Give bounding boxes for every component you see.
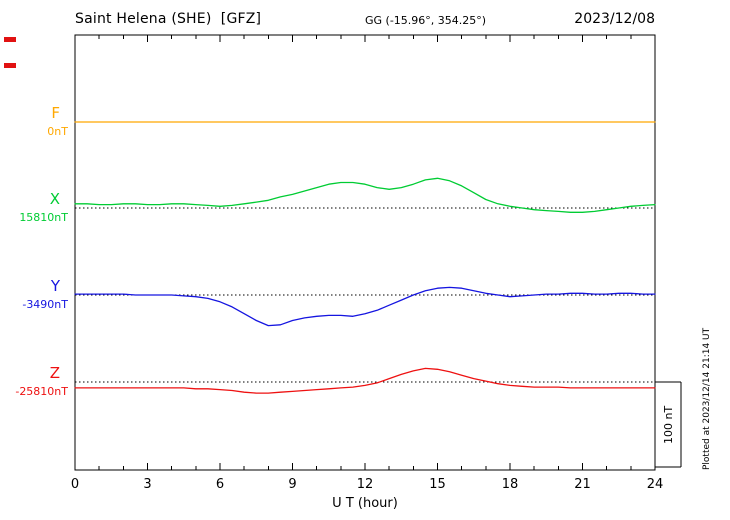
svg-text:12: 12 xyxy=(357,477,374,492)
plot-date: 2023/12/08 xyxy=(574,11,655,27)
svg-text:6: 6 xyxy=(216,477,224,492)
left-edge-marker xyxy=(4,37,16,42)
svg-text:15: 15 xyxy=(429,477,446,492)
svg-text:18: 18 xyxy=(502,477,519,492)
component-baseline-x: 15810nT xyxy=(19,211,68,224)
left-edge-marker xyxy=(4,63,16,68)
component-baseline-y: -3490nT xyxy=(22,298,68,311)
x-axis-label: U T (hour) xyxy=(332,496,398,511)
svg-text:3: 3 xyxy=(143,477,151,492)
component-label-y: Y xyxy=(50,277,60,295)
component-label-x: X xyxy=(49,190,60,208)
svg-text:21: 21 xyxy=(574,477,591,492)
svg-text:24: 24 xyxy=(647,477,664,492)
component-label-f: F xyxy=(51,104,60,122)
component-label-z: Z xyxy=(49,364,60,382)
scale-bar-label: 100 nT xyxy=(662,405,675,445)
geo-coordinates: GG (-15.96°, 354.25°) xyxy=(365,14,487,27)
station-title: Saint Helena (SHE) [GFZ] xyxy=(75,11,262,27)
plotted-timestamp-note: Plotted at 2023/12/14 21:14 UT xyxy=(702,327,712,470)
svg-text:9: 9 xyxy=(288,477,296,492)
component-baseline-f: 0nT xyxy=(47,125,68,138)
svg-text:0: 0 xyxy=(71,477,79,492)
component-baseline-z: -25810nT xyxy=(15,385,68,398)
